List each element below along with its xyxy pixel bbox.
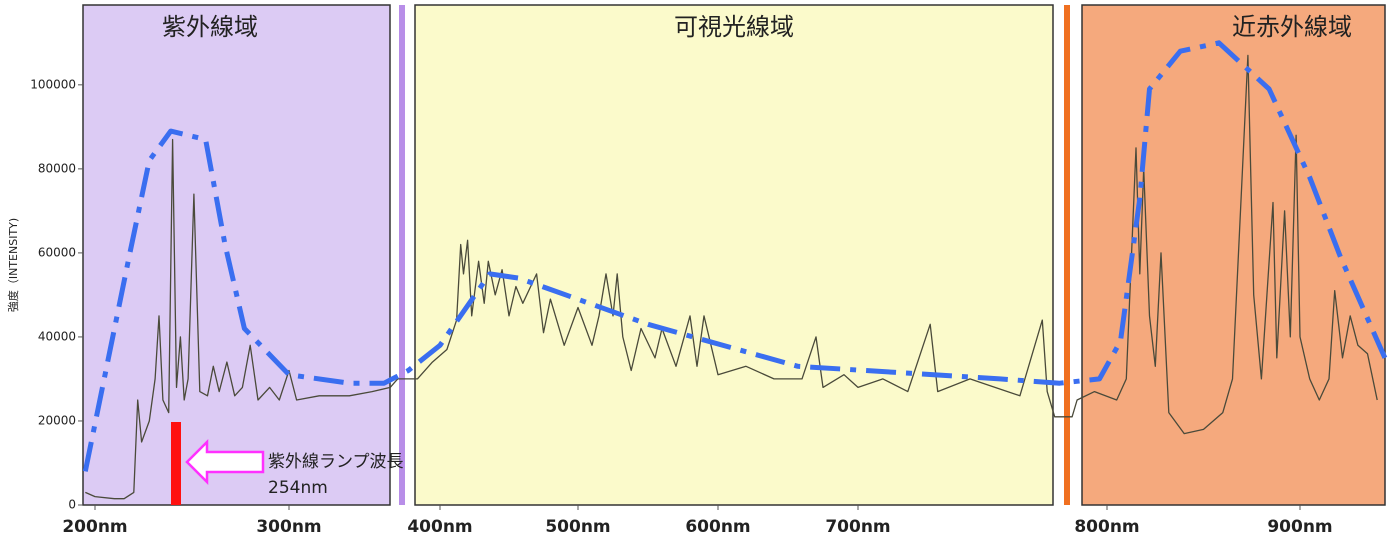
- x-tick-label: 700nm: [825, 517, 890, 537]
- lamp-wavelength-bar: [171, 422, 181, 505]
- y-tick-label: 40000: [38, 329, 76, 343]
- uv-boundary: [399, 5, 405, 505]
- region-label: 紫外線域: [162, 13, 258, 41]
- x-tick-label: 300nm: [256, 517, 321, 537]
- plot-area: [82, 40, 1388, 500]
- annotation: 254nm: [268, 478, 328, 498]
- x-tick-label: 200nm: [62, 517, 127, 537]
- y-tick-label: 80000: [38, 161, 76, 175]
- spectrum-line: [85, 54, 1378, 500]
- region-label: 近赤外線域: [1232, 13, 1352, 41]
- y-tick-label: 100000: [30, 77, 76, 91]
- envelope-line: [82, 40, 1388, 472]
- visible-panel: [414, 4, 1054, 506]
- ir-boundary: [1064, 5, 1070, 505]
- annotation: 紫外線ランプ波長: [268, 452, 404, 472]
- x-tick-label: 600nm: [685, 517, 750, 537]
- y-tick-label: 0: [68, 498, 76, 512]
- x-tick-label: 500nm: [545, 517, 610, 537]
- arrow: [185, 438, 265, 486]
- uv-panel: [82, 4, 391, 506]
- x-tick-label: 400nm: [407, 517, 472, 537]
- x-tick-label: 900nm: [1267, 517, 1332, 537]
- y-tick-label: 20000: [38, 413, 76, 427]
- x-tick-label: 800nm: [1074, 517, 1139, 537]
- region-label: 可視光線域: [674, 13, 794, 41]
- y-tick-label: 60000: [38, 245, 76, 259]
- y-axis-label: 強度（INTENSITY): [6, 218, 20, 312]
